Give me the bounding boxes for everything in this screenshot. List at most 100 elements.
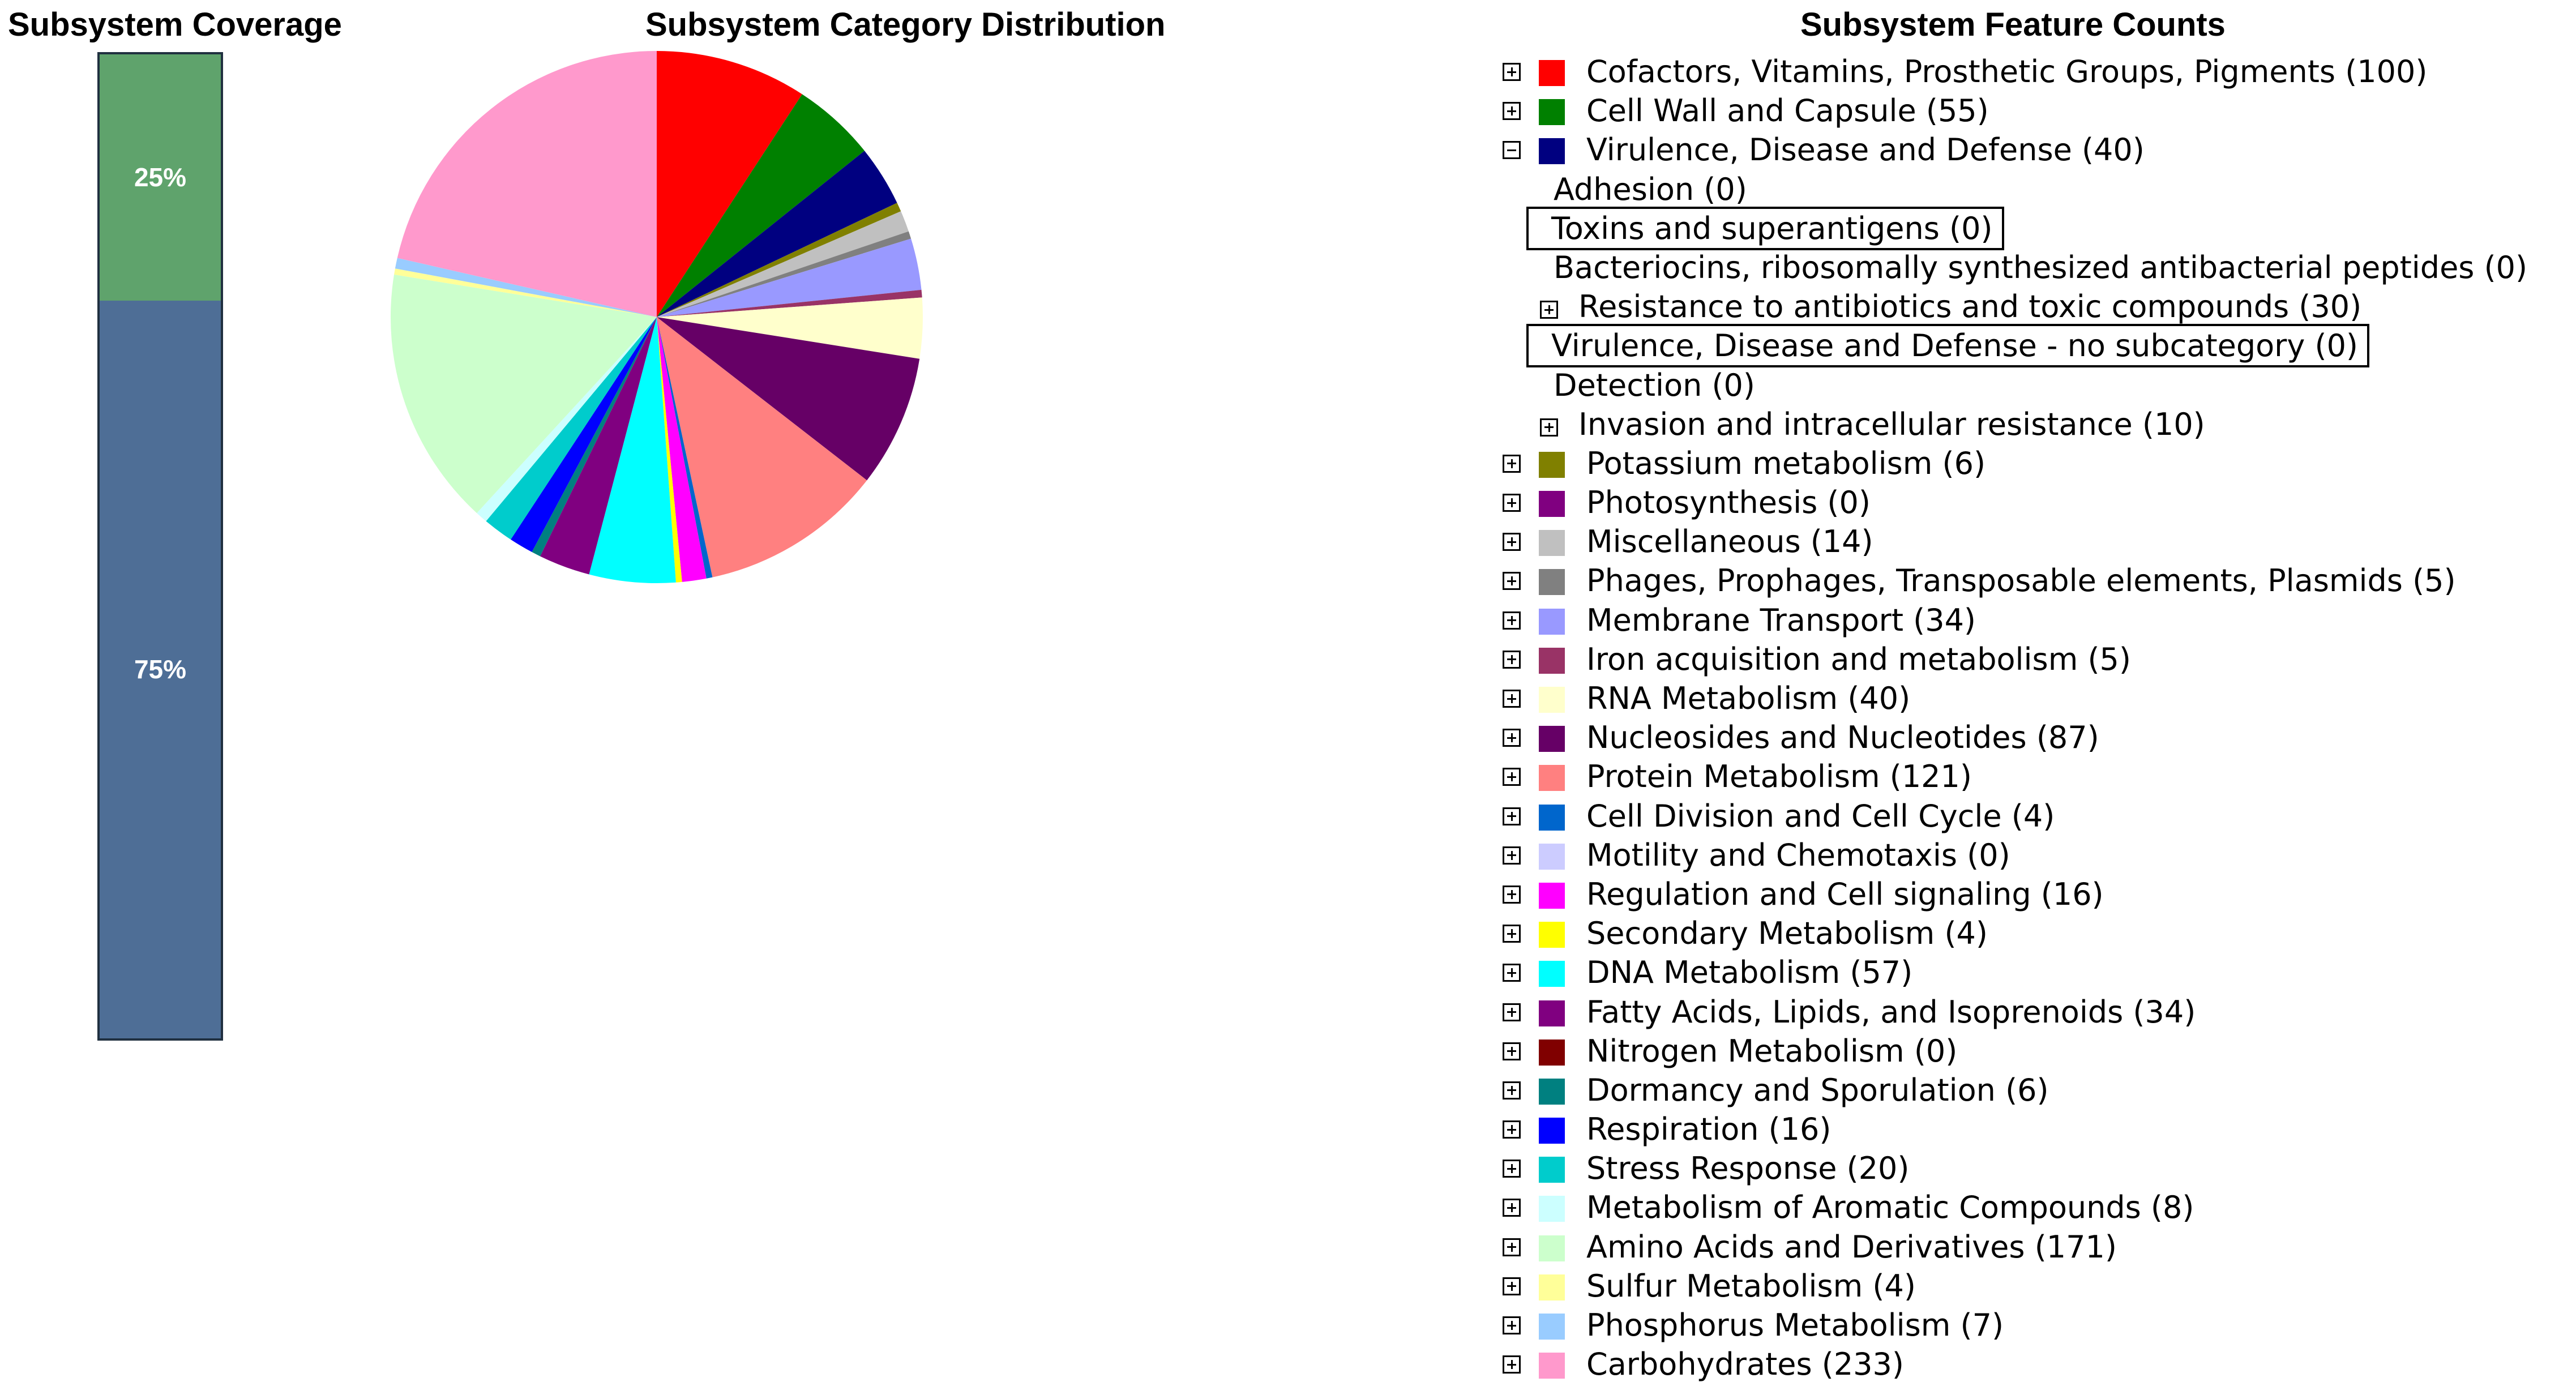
pie-slice-regulation-and-cell-signaling[interactable] [657, 317, 707, 582]
pie-slice-rna-metabolism[interactable] [657, 297, 923, 359]
tree-item[interactable]: Motility and Chemotaxis (0) [1495, 836, 2570, 875]
expand-toggle-icon[interactable] [1503, 729, 1521, 747]
tree-item[interactable]: Photosynthesis (0) [1495, 483, 2570, 522]
category-distribution-title: Subsystem Category Distribution [645, 6, 1166, 43]
expand-toggle-icon[interactable] [1503, 690, 1521, 708]
tree-item[interactable]: Stress Response (20) [1495, 1149, 2570, 1188]
expand-toggle-icon[interactable] [1503, 1277, 1521, 1295]
tree-item[interactable]: Regulation and Cell signaling (16) [1495, 875, 2570, 914]
tree-subitem[interactable]: Bacteriocins, ribosomally synthesized an… [1495, 248, 2570, 287]
pie-slice-dormancy-and-sporulation[interactable] [532, 317, 657, 557]
tree-subitem[interactable]: Detection (0) [1495, 366, 2570, 405]
expand-toggle-icon[interactable] [1503, 1042, 1521, 1060]
legend-swatch [1539, 843, 1565, 870]
pie-slice-carbohydrates[interactable] [397, 51, 657, 317]
expand-toggle-icon[interactable] [1503, 533, 1521, 551]
legend-swatch [1539, 99, 1565, 126]
pie-slice-respiration[interactable] [511, 317, 657, 553]
pie-slice-membrane-transport[interactable] [657, 238, 922, 317]
tree-item[interactable]: Membrane Transport (34) [1495, 601, 2570, 640]
expand-toggle-icon[interactable] [1503, 572, 1521, 591]
pie-slice-dna-metabolism[interactable] [589, 317, 676, 583]
tree-subitem[interactable]: Invasion and intracellular resistance (1… [1495, 405, 2570, 444]
tree-subitem[interactable]: Virulence, Disease and Defense - no subc… [1495, 324, 2570, 368]
tree-item[interactable]: Dormancy and Sporulation (6) [1495, 1071, 2570, 1110]
pie-slice-protein-metabolism[interactable] [657, 317, 867, 578]
collapse-toggle-icon[interactable] [1503, 141, 1521, 160]
tree-item[interactable]: Protein Metabolism (121) [1495, 757, 2570, 796]
category-label: Photosynthesis (0) [1586, 485, 1871, 521]
subsystem-coverage-title: Subsystem Coverage [8, 6, 342, 43]
pie-slice-fatty-acids-lipids-and-isoprenoids[interactable] [540, 317, 657, 575]
pie-slice-amino-acids-and-derivatives[interactable] [391, 274, 657, 514]
expand-toggle-icon[interactable] [1503, 768, 1521, 786]
pie-slice-phosphorus-metabolism[interactable] [395, 258, 657, 317]
tree-item[interactable]: Nucleosides and Nucleotides (87) [1495, 718, 2570, 757]
tree-item[interactable]: Respiration (16) [1495, 1110, 2570, 1149]
tree-item[interactable]: Fatty Acids, Lipids, and Isoprenoids (34… [1495, 993, 2570, 1032]
expand-toggle-icon[interactable] [1503, 1355, 1521, 1374]
pie-slice-metabolism-of-aromatic-compounds[interactable] [477, 317, 657, 521]
expand-toggle-icon[interactable] [1540, 418, 1558, 437]
pie-slice-cofactors-vitamins-prosthetic-groups-pigments[interactable] [657, 51, 802, 317]
expand-toggle-icon[interactable] [1503, 807, 1521, 825]
tree-item[interactable]: Cofactors, Vitamins, Prosthetic Groups, … [1495, 52, 2570, 91]
pie-slice-virulence-disease-and-defense[interactable] [657, 151, 897, 317]
expand-toggle-icon[interactable] [1503, 1120, 1521, 1139]
pie-slice-iron-acquisition-and-metabolism[interactable] [657, 289, 922, 317]
tree-item[interactable]: Phages, Prophages, Transposable elements… [1495, 561, 2570, 600]
pie-slice-potassium-metabolism[interactable] [657, 203, 901, 317]
tree-item[interactable]: Iron acquisition and metabolism (5) [1495, 640, 2570, 679]
tree-item[interactable]: Virulence, Disease and Defense (40) [1495, 130, 2570, 169]
category-label: Sulfur Metabolism (4) [1586, 1268, 1916, 1304]
expand-toggle-icon[interactable] [1503, 1081, 1521, 1100]
expand-toggle-icon[interactable] [1503, 925, 1521, 943]
coverage-bar: 25% 75% [97, 52, 223, 1041]
tree-item[interactable]: Metabolism of Aromatic Compounds (8) [1495, 1188, 2570, 1227]
pie-slice-secondary-metabolism[interactable] [657, 317, 682, 583]
tree-item[interactable]: Carbohydrates (233) [1495, 1345, 2570, 1384]
expand-toggle-icon[interactable] [1503, 964, 1521, 982]
pie-slice-nucleosides-and-nucleotides[interactable] [657, 317, 920, 481]
tree-item[interactable]: DNA Metabolism (57) [1495, 953, 2570, 992]
coverage-label-uncovered: 75% [134, 654, 187, 685]
expand-toggle-icon[interactable] [1503, 454, 1521, 473]
tree-item[interactable]: RNA Metabolism (40) [1495, 679, 2570, 718]
pie-slice-cell-division-and-cell-cycle[interactable] [657, 317, 713, 579]
expand-toggle-icon[interactable] [1503, 63, 1521, 81]
tree-item[interactable]: Amino Acids and Derivatives (171) [1495, 1227, 2570, 1267]
feature-counts-title: Subsystem Feature Counts [1800, 6, 2226, 43]
subcategory-label: Virulence, Disease and Defense - no subc… [1526, 324, 2369, 368]
expand-toggle-icon[interactable] [1503, 102, 1521, 121]
tree-item[interactable]: Phosphorus Metabolism (7) [1495, 1306, 2570, 1345]
expand-toggle-icon[interactable] [1503, 1316, 1521, 1334]
tree-item[interactable]: Secondary Metabolism (4) [1495, 914, 2570, 953]
pie-slice-sulfur-metabolism[interactable] [394, 268, 657, 317]
tree-subitem[interactable]: Adhesion (0) [1495, 170, 2570, 209]
coverage-segment-covered: 25% [100, 54, 221, 303]
tree-subitem[interactable]: Resistance to antibiotics and toxic comp… [1495, 287, 2570, 326]
tree-item[interactable]: Cell Division and Cell Cycle (4) [1495, 797, 2570, 836]
category-label: Phosphorus Metabolism (7) [1586, 1307, 2004, 1343]
tree-item[interactable]: Sulfur Metabolism (4) [1495, 1267, 2570, 1306]
expand-toggle-icon[interactable] [1503, 494, 1521, 512]
tree-item[interactable]: Nitrogen Metabolism (0) [1495, 1032, 2570, 1071]
expand-toggle-icon[interactable] [1503, 1160, 1521, 1178]
expand-toggle-icon[interactable] [1503, 611, 1521, 630]
expand-toggle-icon[interactable] [1503, 650, 1521, 669]
pie-slice-stress-response[interactable] [486, 317, 657, 540]
tree-item[interactable]: Potassium metabolism (6) [1495, 444, 2570, 483]
tree-item[interactable]: Cell Wall and Capsule (55) [1495, 91, 2570, 130]
tree-subitem[interactable]: Toxins and superantigens (0) [1495, 206, 2570, 250]
expand-toggle-icon[interactable] [1503, 1238, 1521, 1256]
expand-toggle-icon[interactable] [1503, 1003, 1521, 1021]
legend-swatch [1539, 1353, 1565, 1379]
expand-toggle-icon[interactable] [1503, 1199, 1521, 1217]
expand-toggle-icon[interactable] [1503, 846, 1521, 865]
expand-toggle-icon[interactable] [1540, 301, 1558, 319]
tree-item[interactable]: Miscellaneous (14) [1495, 522, 2570, 561]
pie-slice-cell-wall-and-capsule[interactable] [657, 94, 865, 317]
pie-slice-phages-prophages-transposable-elements-plasmids[interactable] [657, 231, 912, 317]
pie-slice-miscellaneous[interactable] [657, 211, 909, 317]
expand-toggle-icon[interactable] [1503, 885, 1521, 904]
